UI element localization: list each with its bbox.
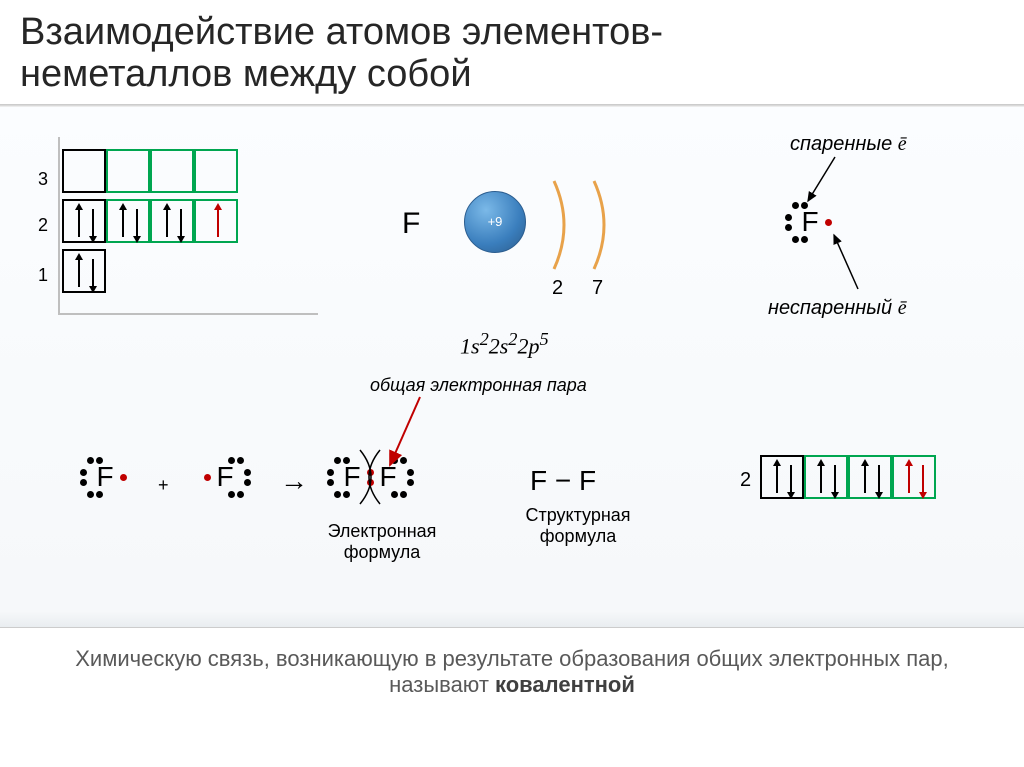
- footer-definition: Химическую связь, возникающую в результа…: [0, 628, 1024, 716]
- lewis-dot: [785, 224, 792, 231]
- orbital-cell: [106, 149, 150, 193]
- lewis-unpaired-dot: [825, 219, 832, 226]
- lewis-dot: [801, 236, 808, 243]
- slide-title: Взаимодействие атомов элементов- неметал…: [0, 0, 1024, 104]
- orbital-level-2: 2: [38, 215, 48, 236]
- structural-formula: F − F: [530, 465, 596, 497]
- orbital-cell: [62, 199, 106, 243]
- electronic-formula-label: Электронная формула: [312, 521, 452, 563]
- orbital-cell: [106, 199, 150, 243]
- orbital-cell: [150, 199, 194, 243]
- reaction-arrow: →: [280, 465, 308, 497]
- title-line-1: Взаимодействие атомов элементов-: [20, 12, 1004, 54]
- orbital-cell: [194, 199, 238, 243]
- electron-shell-arcs: [534, 175, 644, 275]
- lewis-dot: [785, 214, 792, 221]
- shell-count-2: 7: [592, 277, 603, 300]
- arrow-paired: [780, 145, 860, 215]
- element-symbol: F: [402, 207, 420, 241]
- orbital-cell: [760, 455, 804, 499]
- electron-configuration: 1s22s22p5: [460, 329, 549, 359]
- orbital-cell: [848, 455, 892, 499]
- nucleus-charge: +9: [488, 214, 503, 229]
- lewis-unpaired-dot: [120, 474, 127, 481]
- shared-pair-arrow: [360, 389, 440, 473]
- footer-keyword: ковалентной: [495, 672, 635, 697]
- lewis-dot: [96, 491, 103, 498]
- bond-level-label: 2: [740, 469, 751, 492]
- lewis-dot: [87, 457, 94, 464]
- orbital-energy-diagram: [62, 149, 282, 319]
- orbital-y-axis: [58, 137, 60, 313]
- lewis-dot: [96, 457, 103, 464]
- lewis-dot: [80, 469, 87, 476]
- lewis-dot: [237, 491, 244, 498]
- atom-nucleus: +9: [464, 191, 526, 253]
- orbital-cell: [62, 249, 106, 293]
- lewis-dot: [792, 236, 799, 243]
- lewis-letter: F: [216, 461, 233, 493]
- lewis-dot: [87, 491, 94, 498]
- orbital-cell: [62, 149, 106, 193]
- lewis-dot: [244, 479, 251, 486]
- lewis-dot: [228, 457, 235, 464]
- plus-sign: +: [158, 475, 169, 496]
- orbital-cell: [150, 149, 194, 193]
- lewis-letter: F: [96, 461, 113, 493]
- lewis-unpaired-dot: [204, 474, 211, 481]
- structural-formula-label: Структурная формула: [508, 505, 648, 547]
- orbital-cell: [804, 455, 848, 499]
- orbital-x-axis: [58, 313, 318, 315]
- orbital-level-3: 3: [38, 169, 48, 190]
- orbital-cell: [194, 149, 238, 193]
- arrow-unpaired: [818, 227, 898, 301]
- shell-count-1: 2: [552, 277, 563, 300]
- lewis-dot: [244, 469, 251, 476]
- orbital-level-1: 1: [38, 265, 48, 286]
- orbital-cell: [892, 455, 936, 499]
- lewis-dot: [228, 491, 235, 498]
- lewis-dot: [237, 457, 244, 464]
- lewis-dot: [80, 479, 87, 486]
- diagram-area: 3 2 1 F +9 2 7 1s22s22p5 F спаренные ē н…: [0, 107, 1024, 628]
- title-line-2: неметаллов между собой: [20, 54, 1004, 96]
